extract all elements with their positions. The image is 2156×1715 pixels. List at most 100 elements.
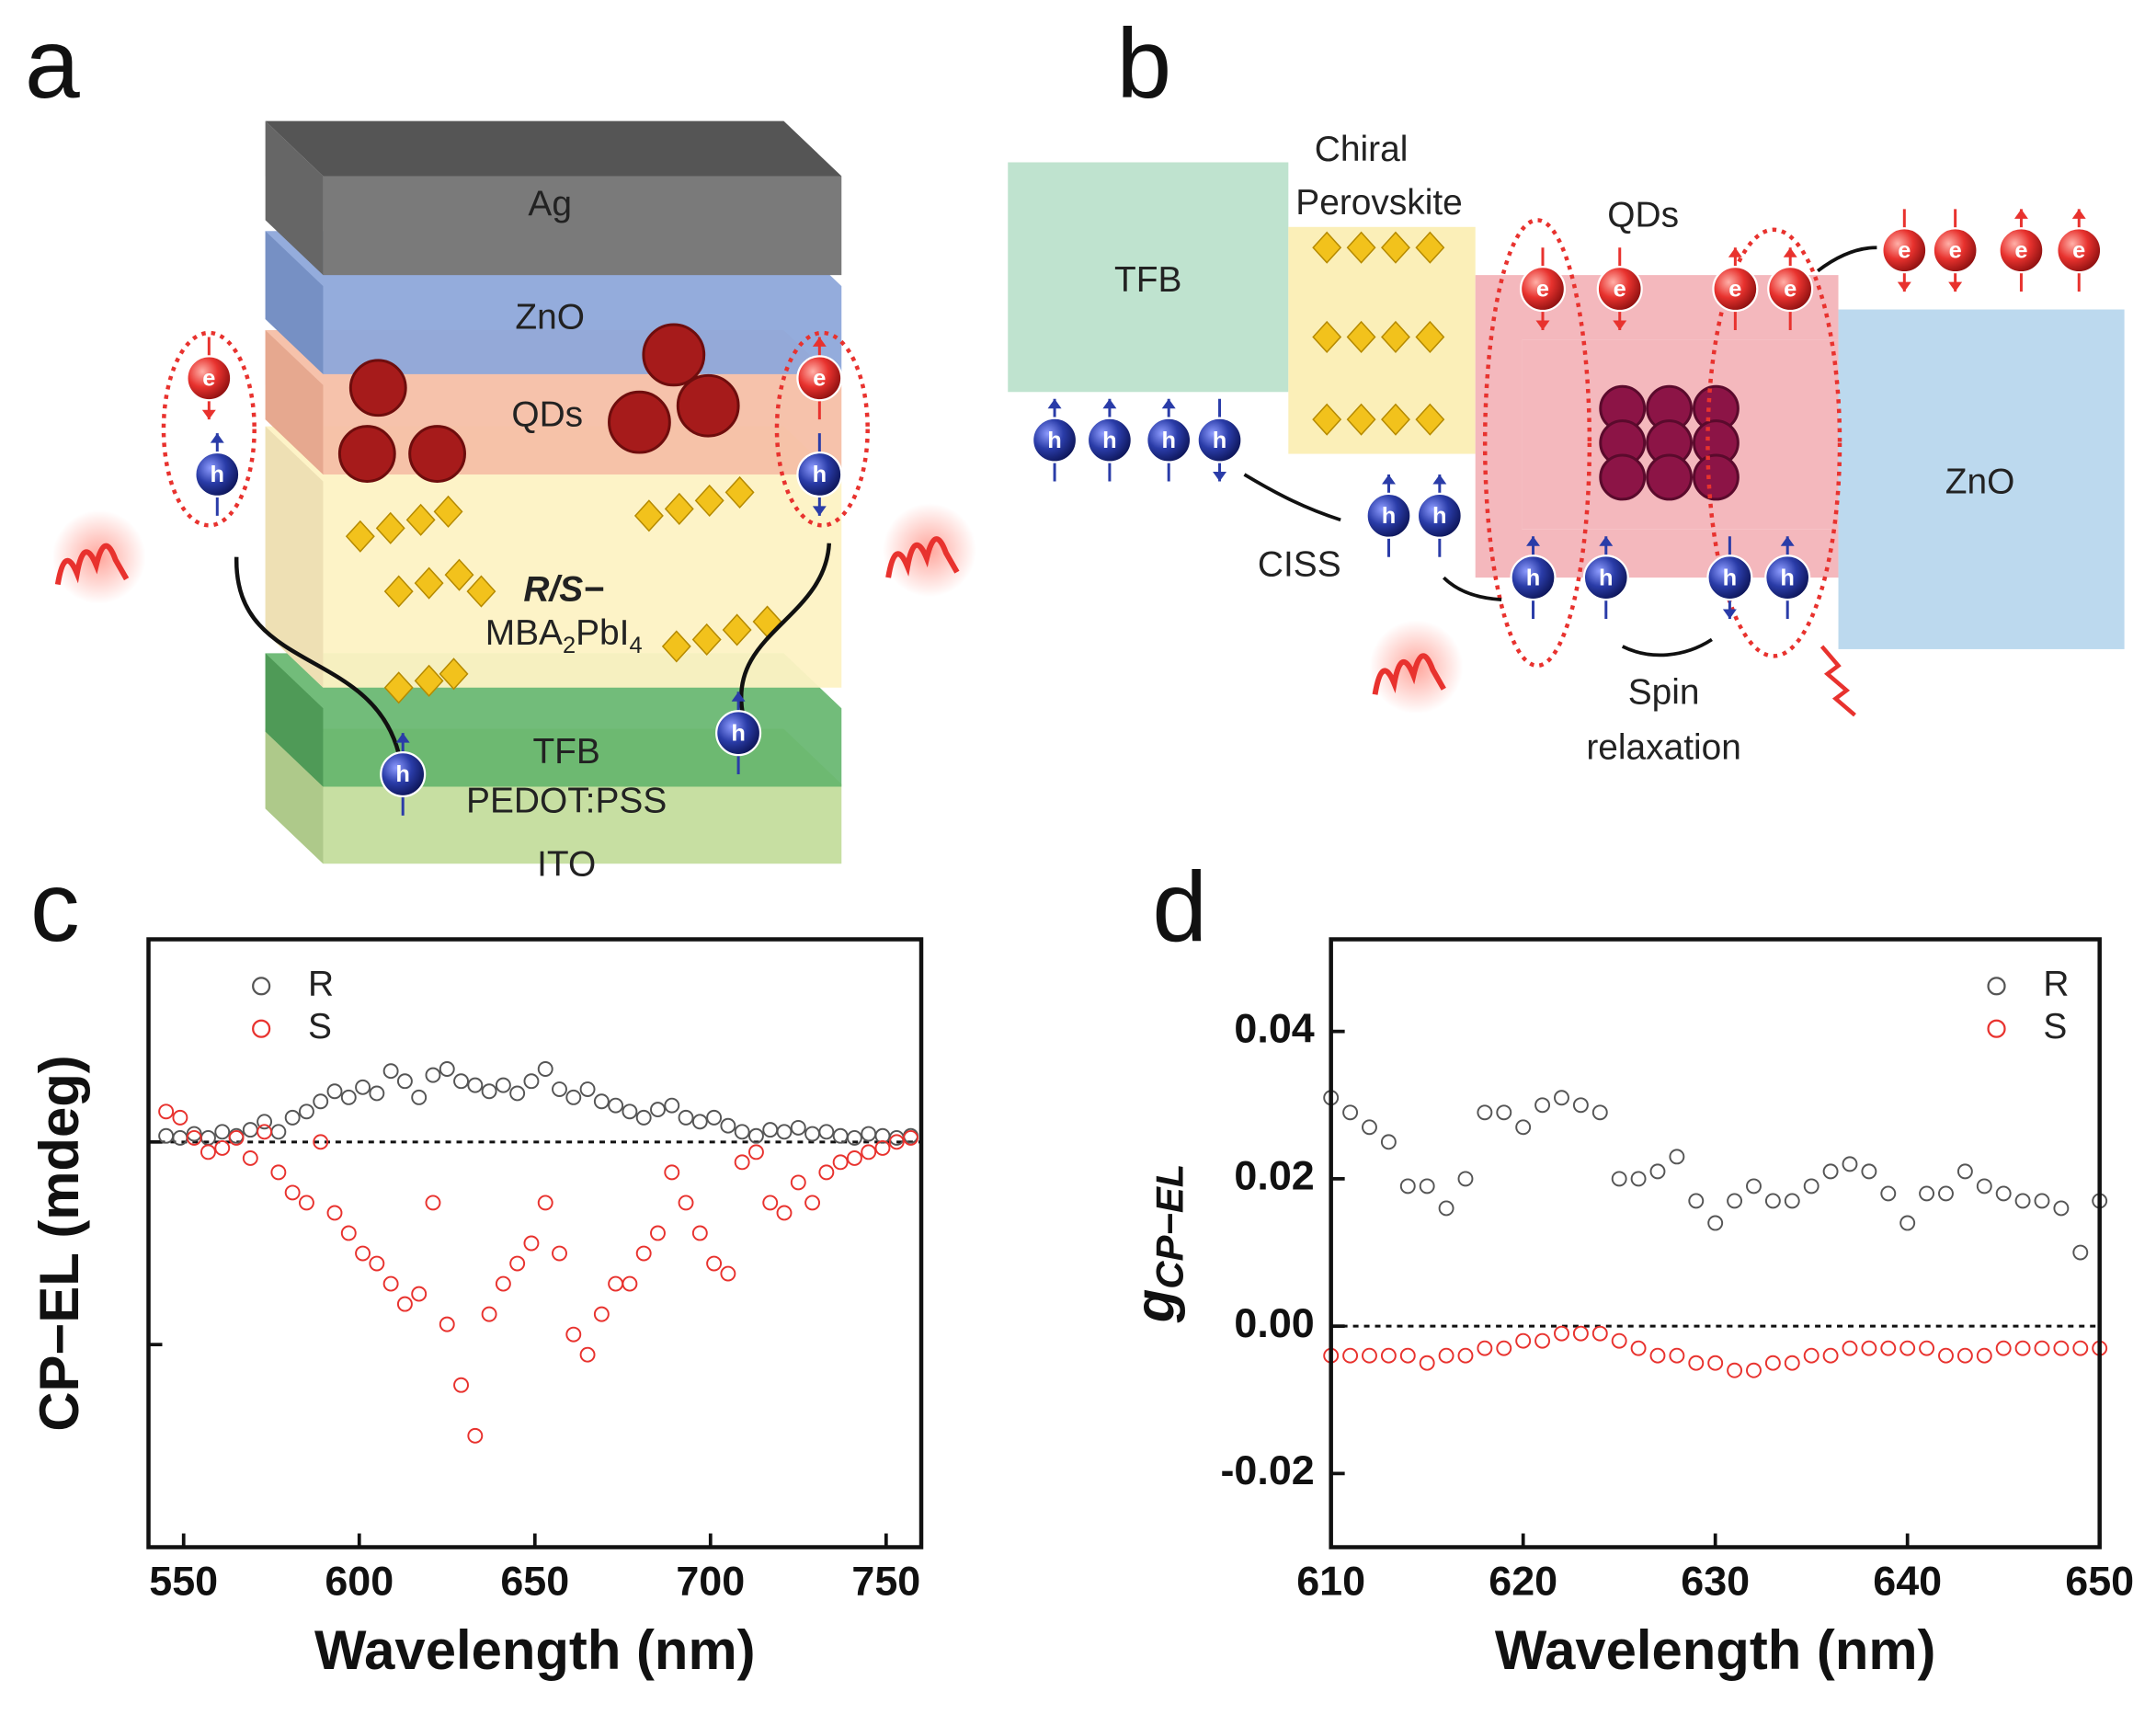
data-point: [2072, 1244, 2089, 1261]
spin-head: [2071, 209, 2086, 219]
data-point: [565, 1089, 582, 1105]
quantum-dot: [348, 359, 407, 417]
spin-head: [1047, 398, 1062, 409]
data-point: [1591, 1325, 1608, 1342]
carrier: [1032, 417, 1078, 463]
legend-marker: [1987, 977, 2006, 996]
carrier-label: h: [1382, 503, 1397, 529]
data-point: [861, 1144, 877, 1160]
data-point: [369, 1085, 385, 1102]
quantum-dot: [676, 373, 740, 438]
data-point: [1956, 1163, 1973, 1180]
data-point: [1496, 1104, 1512, 1121]
data-point: [720, 1265, 736, 1282]
octahedron: [444, 558, 474, 591]
y-axis-label-main: CP−EL (mdeg): [29, 1055, 90, 1431]
data-point: [1842, 1340, 1858, 1356]
carrier-label: h: [395, 761, 410, 787]
panel-label: b: [1116, 8, 1171, 119]
layer-side: [265, 653, 324, 787]
x-tick-label: 620: [1489, 1558, 1557, 1605]
carrier: [1146, 417, 1192, 463]
spin-head: [1783, 247, 1797, 257]
carrier-label: e: [2072, 237, 2085, 263]
data-point: [1649, 1163, 1666, 1180]
octahedron: [664, 492, 694, 525]
data-point: [552, 1245, 567, 1262]
x-tick-label: 640: [1873, 1558, 1942, 1605]
quantum-dot: [337, 425, 396, 483]
data-point: [1611, 1332, 1627, 1349]
data-point: [747, 1127, 764, 1144]
data-point: [664, 1097, 680, 1114]
carrier: [796, 355, 843, 402]
data-point: [1362, 1119, 1377, 1136]
formula: MBA2PbI4: [485, 613, 643, 657]
data-point: [1630, 1171, 1647, 1187]
legend-label: S: [308, 1007, 332, 1046]
chiral-label: R/S−: [523, 569, 604, 609]
data-point: [1515, 1119, 1532, 1136]
data-point: [537, 1061, 553, 1077]
data-point: [1688, 1355, 1705, 1371]
octahedron: [1346, 320, 1376, 354]
data-point: [158, 1127, 175, 1144]
carrier-label: h: [1161, 428, 1176, 453]
data-point: [1515, 1332, 1532, 1349]
layer-label: PEDOT:PSS: [466, 782, 667, 821]
plot-frame: [146, 937, 924, 1549]
data-point: [411, 1089, 428, 1105]
octahedron: [1415, 231, 1445, 264]
data-point: [1399, 1347, 1416, 1364]
data-point: [1746, 1178, 1762, 1195]
x-tick-label: 750: [851, 1558, 920, 1605]
layer-side: [265, 728, 324, 864]
spin-head: [1599, 536, 1614, 546]
data-point: [552, 1081, 567, 1097]
carrier: [1519, 266, 1567, 313]
data-point: [1976, 1178, 1992, 1195]
octahedron: [414, 566, 444, 600]
data-point: [804, 1195, 821, 1211]
data-point: [1899, 1340, 1916, 1356]
x-tick-label: 650: [500, 1558, 569, 1605]
legend-marker: [1987, 1019, 2006, 1038]
quantum-dot: [1599, 453, 1647, 501]
spin-head: [1526, 536, 1540, 546]
y-tick-label: 0.04: [1234, 1004, 1314, 1051]
data-point: [425, 1067, 441, 1083]
data-point: [1803, 1347, 1819, 1364]
data-point: [1880, 1185, 1897, 1202]
data-point: [593, 1093, 610, 1110]
data-point: [298, 1103, 314, 1120]
octahedron: [383, 671, 414, 704]
data-point: [818, 1124, 835, 1140]
data-point: [284, 1184, 301, 1201]
data-point: [1919, 1340, 1935, 1356]
data-point: [1938, 1347, 1954, 1364]
layer-label: QDs: [511, 394, 583, 434]
data-point: [579, 1081, 596, 1097]
octahedron: [1415, 403, 1445, 436]
x-axis-label: Wavelength (nm): [314, 1619, 756, 1681]
spin-pair: [774, 330, 870, 528]
data-point: [158, 1103, 175, 1120]
data-point: [635, 1109, 652, 1126]
carrier: [380, 750, 427, 798]
carrier: [2056, 227, 2103, 274]
carrier-label: e: [1728, 276, 1741, 302]
carrier-label: e: [1898, 237, 1911, 263]
arrow: [1621, 637, 1713, 657]
quantum-dot: [1646, 453, 1694, 501]
data-point: [1554, 1090, 1569, 1106]
data-point: [818, 1164, 835, 1181]
legend-label: R: [308, 965, 334, 1004]
octahedron: [375, 511, 405, 544]
zno-band: [1838, 309, 2125, 649]
data-point: [1707, 1215, 1724, 1231]
octahedron: [1415, 320, 1445, 354]
octahedra: [345, 475, 782, 704]
data-point: [2014, 1340, 2031, 1356]
carrier-label: h: [211, 462, 225, 487]
data-point: [270, 1124, 287, 1140]
